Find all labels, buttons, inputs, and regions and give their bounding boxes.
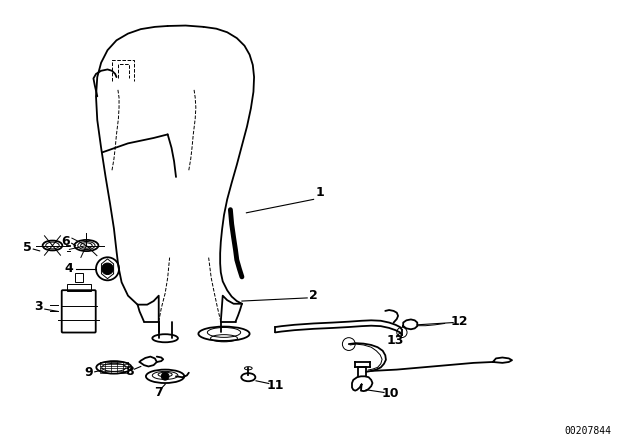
- Bar: [67, 284, 91, 291]
- Circle shape: [161, 372, 169, 380]
- Text: 11: 11: [266, 379, 284, 392]
- Text: 1: 1: [316, 186, 324, 199]
- Text: 12: 12: [451, 315, 468, 328]
- Text: 8: 8: [125, 365, 134, 379]
- Text: 00207844: 00207844: [564, 426, 611, 436]
- Text: 9: 9: [84, 366, 93, 379]
- Text: 5: 5: [22, 241, 31, 254]
- Text: 3: 3: [34, 300, 43, 314]
- Text: 2: 2: [309, 289, 318, 302]
- Text: 13: 13: [387, 334, 404, 347]
- Text: 10: 10: [381, 387, 399, 400]
- Text: 4: 4: [65, 262, 74, 276]
- Text: 7: 7: [154, 385, 163, 399]
- Bar: [75, 273, 83, 282]
- Circle shape: [102, 263, 113, 275]
- Text: 6: 6: [61, 235, 70, 249]
